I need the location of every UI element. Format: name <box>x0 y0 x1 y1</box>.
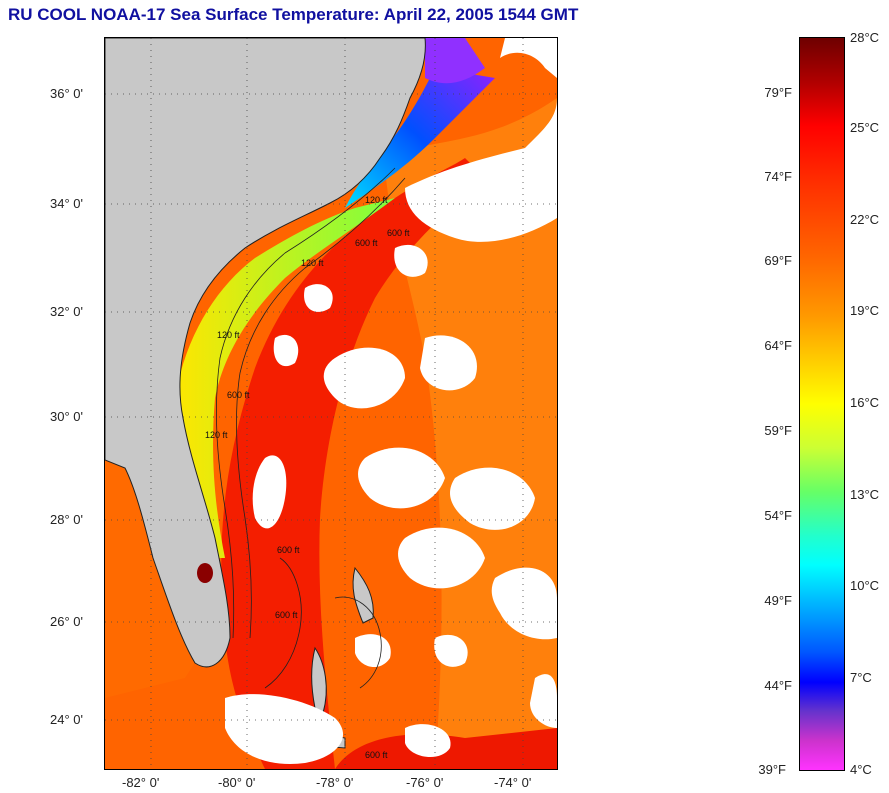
lat-label: 36° 0' <box>50 86 83 101</box>
sst-map-graphic: 120 ft 600 ft 120 ft 600 ft 120 ft 600 f… <box>105 38 557 769</box>
lon-label: -74° 0' <box>494 775 532 790</box>
colorbar-c-label: 25°C <box>850 120 880 135</box>
contour-label: 600 ft <box>227 390 250 400</box>
lat-label: 32° 0' <box>50 304 83 319</box>
colorbar-f-label: 54°F <box>764 508 792 523</box>
colorbar-f-label: 79°F <box>764 85 792 100</box>
colorbar-f-label: 69°F <box>764 253 792 268</box>
lake-okeechobee <box>197 563 213 583</box>
colorbar-f-label: 74°F <box>764 169 792 184</box>
colorbar-c-label: 4°C <box>850 762 872 777</box>
lat-label: 24° 0' <box>50 712 83 727</box>
contour-label: 600 ft <box>387 228 410 238</box>
temperature-colorbar <box>799 37 845 771</box>
lat-label: 34° 0' <box>50 196 83 211</box>
map-title: RU COOL NOAA-17 Sea Surface Temperature:… <box>8 5 579 24</box>
shelf-waters <box>174 198 395 558</box>
contour-label: 120 ft <box>365 195 388 205</box>
colorbar-c-label: 13°C <box>850 487 880 502</box>
cloud-cover <box>225 38 557 764</box>
contour-label: 600 ft <box>355 238 378 248</box>
land-us-southeast <box>105 38 426 668</box>
contour-label: 120 ft <box>217 330 240 340</box>
lon-label: -82° 0' <box>122 775 160 790</box>
lon-label: -78° 0' <box>316 775 354 790</box>
colorbar-c-label: 22°C <box>850 212 880 227</box>
contour-label: 600 ft <box>277 545 300 555</box>
cold-shelf-waters <box>345 68 495 208</box>
contour-label: 600 ft <box>365 750 388 760</box>
colorbar-c-label: 19°C <box>850 303 880 318</box>
contour-label: 120 ft <box>301 258 324 268</box>
lat-label: 30° 0' <box>50 409 83 424</box>
lon-label: -76° 0' <box>406 775 444 790</box>
colorbar-c-label: 28°C <box>850 30 880 45</box>
bathymetry-contours <box>216 167 406 689</box>
lat-label: 26° 0' <box>50 614 83 629</box>
contour-label: 120 ft <box>205 430 228 440</box>
colorbar-f-label: 59°F <box>764 423 792 438</box>
colorbar-c-label: 10°C <box>850 578 880 593</box>
contour-label: 600 ft <box>275 610 298 620</box>
colorbar-f-label: 39°F <box>758 762 786 777</box>
gulf-stream <box>221 158 485 769</box>
colorbar-c-label: 16°C <box>850 395 880 410</box>
lon-label: -80° 0' <box>218 775 256 790</box>
lat-label: 28° 0' <box>50 512 83 527</box>
colorbar-f-label: 64°F <box>764 338 792 353</box>
colorbar-c-label: 7°C <box>850 670 872 685</box>
colorbar-f-label: 49°F <box>764 593 792 608</box>
colorbar-f-label: 44°F <box>764 678 792 693</box>
sst-map: 120 ft 600 ft 120 ft 600 ft 120 ft 600 f… <box>104 37 558 770</box>
